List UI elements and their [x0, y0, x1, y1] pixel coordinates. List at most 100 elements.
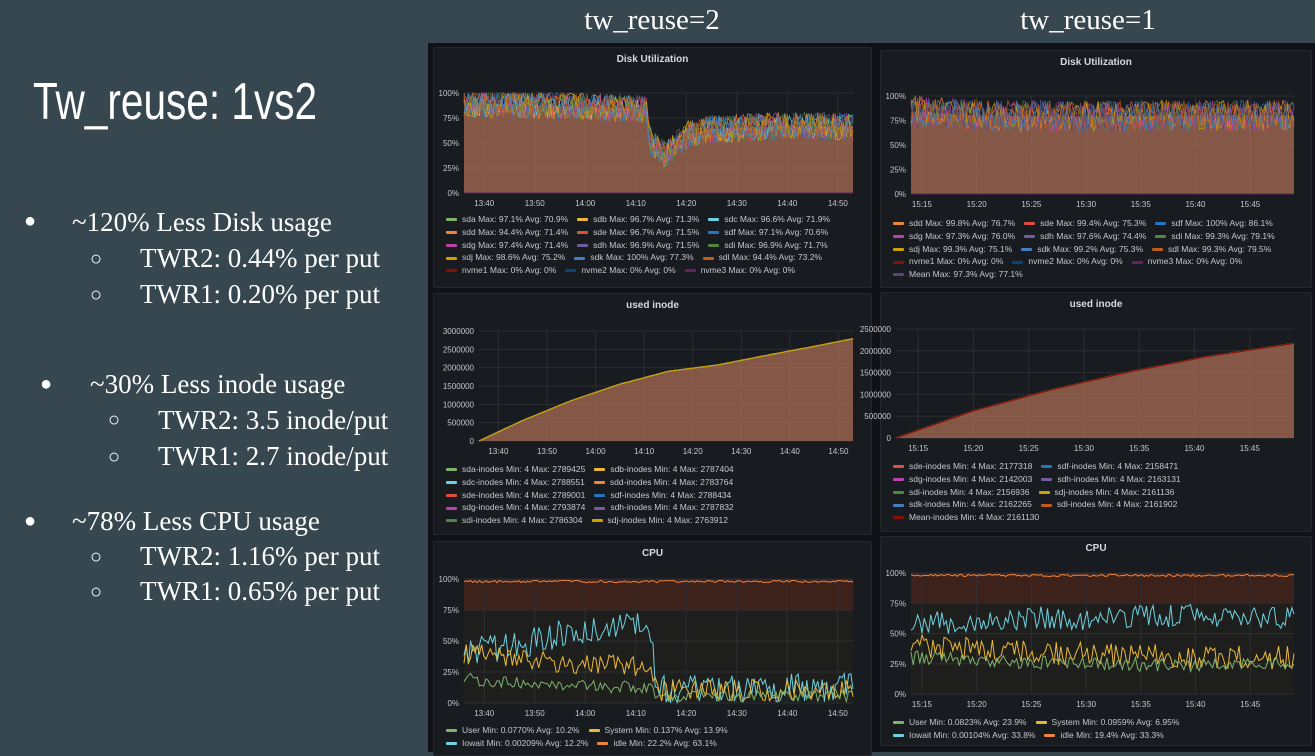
legend-swatch-icon	[574, 256, 586, 260]
legend-item[interactable]: sdl Max: 94.4% Avg: 73.2%	[702, 251, 822, 264]
y-tick-label: 100%	[886, 569, 906, 578]
legend-item[interactable]: sdi Max: 99.3% Avg: 79.1%	[1155, 230, 1275, 243]
legend-item[interactable]: sda-inodes Min: 4 Max: 2789425	[446, 463, 585, 476]
legend-label: sdc-inodes Min: 4 Max: 2788551	[462, 476, 585, 487]
legend-label: sdk-inodes Min: 4 Max: 2162265	[909, 499, 1032, 510]
legend-item[interactable]: idle Min: 22.2% Avg: 63.1%	[597, 737, 717, 750]
sub-bullet-icon: ○	[90, 546, 103, 568]
legend-item[interactable]: sdi-inodes Min: 4 Max: 2786304	[446, 514, 583, 527]
legend-label: nvme3 Max: 0% Avg: 0%	[700, 265, 796, 276]
legend-swatch-icon	[594, 493, 606, 497]
legend-swatch-icon	[446, 231, 457, 235]
legend-item[interactable]: sdf Max: 97.1% Avg: 70.6%	[708, 226, 828, 239]
legend-label: sdj-inodes Min: 4 Max: 2161136	[1054, 486, 1175, 497]
legend-label: sdh-inodes Min: 4 Max: 2787832	[610, 502, 734, 513]
legend-item[interactable]: sdf-inodes Min: 4 Max: 2788434	[594, 489, 731, 502]
legend-item[interactable]: sdj Max: 98.6% Avg: 75.2%	[446, 251, 565, 264]
legend-item[interactable]: sda Max: 97.1% Avg: 70.9%	[446, 213, 568, 226]
sub-bullet: TWR2: 3.5 inode/put	[158, 405, 389, 435]
legend-swatch-icon	[446, 493, 457, 497]
legend-item[interactable]: sdg Max: 97.4% Avg: 71.4%	[446, 239, 568, 252]
x-tick-label: 15:30	[1076, 700, 1097, 709]
legend-item[interactable]: sdj Max: 99.3% Avg: 75.1%	[893, 243, 1012, 256]
y-tick-label: 2500000	[443, 345, 475, 354]
legend-item[interactable]: nvme1 Max: 0% Avg: 0%	[446, 264, 556, 277]
legend-item[interactable]: nvme3 Max: 0% Avg: 0%	[1131, 255, 1242, 268]
legend-item[interactable]: nvme1 Max: 0% Avg: 0%	[893, 255, 1003, 268]
legend-item[interactable]: System Min: 0.0959% Avg: 6.95%	[1035, 716, 1179, 729]
legend-item[interactable]: sdh Max: 97.6% Avg: 74.4%	[1024, 230, 1146, 243]
legend-item[interactable]: sdk Max: 99.2% Avg: 75.3%	[1021, 243, 1143, 256]
legend-label: System Min: 0.137% Avg: 13.9%	[604, 725, 728, 735]
legend-item[interactable]: System Min: 0.137% Avg: 13.9%	[588, 724, 728, 737]
legend-item[interactable]: User Min: 0.0770% Avg: 10.2%	[446, 724, 580, 737]
legend-swatch-icon	[893, 516, 904, 520]
legend-item[interactable]: sdg Max: 97.3% Avg: 76.0%	[893, 230, 1015, 243]
legend-swatch-icon	[1155, 235, 1167, 239]
legend-swatch-icon	[1038, 490, 1050, 494]
legend-item[interactable]: sdh-inodes Min: 4 Max: 2787832	[594, 501, 734, 514]
x-tick-label: 15:40	[1184, 444, 1205, 453]
legend-item[interactable]: Iowait Min: 0.00104% Avg: 33.8%	[893, 729, 1035, 742]
y-tick-label: 25%	[890, 166, 906, 175]
legend-item[interactable]: sdc Max: 96.6% Avg: 71.9%	[708, 213, 830, 226]
legend-item[interactable]: sde Max: 99.4% Avg: 75.3%	[1024, 217, 1146, 230]
legend-label: sdi Max: 99.3% Avg: 79.1%	[1171, 230, 1275, 241]
legend-item[interactable]: sde-inodes Min: 4 Max: 2789001	[446, 489, 585, 502]
legend-item[interactable]: nvme2 Max: 0% Avg: 0%	[1012, 255, 1123, 268]
legend-item[interactable]: sdj-inodes Min: 4 Max: 2763912	[591, 514, 728, 527]
panel-title: used inode	[1069, 299, 1123, 310]
legend-label: nvme1 Max: 0% Avg: 0%	[462, 265, 557, 276]
x-tick-label: 14:30	[727, 199, 748, 208]
legend-item[interactable]: sdh Max: 96.9% Avg: 71.5%	[577, 239, 699, 252]
x-tick-label: 14:40	[777, 709, 798, 718]
legend-item[interactable]: sdd-inodes Min: 4 Max: 2783764	[593, 476, 733, 489]
legend-item[interactable]: sdk Max: 100% Avg: 77.3%	[574, 251, 694, 264]
legend-item[interactable]: User Min: 0.0823% Avg: 23.9%	[893, 716, 1027, 729]
series-line	[478, 338, 854, 442]
legend-item[interactable]: sdd Max: 94.4% Avg: 71.4%	[446, 226, 568, 239]
x-tick-label: 14:40	[780, 447, 801, 456]
series-line	[463, 91, 854, 168]
legend-label: idle Min: 22.2% Avg: 63.1%	[613, 737, 717, 748]
threshold-band	[911, 573, 1294, 604]
legend-swatch-icon	[565, 269, 577, 273]
legend-swatch-icon	[1131, 260, 1143, 264]
x-tick-label: 14:20	[676, 199, 697, 208]
x-tick-label: 15:15	[912, 700, 933, 709]
legend-item[interactable]: sdd Max: 99.8% Avg: 76.7%	[893, 217, 1015, 230]
legend-item[interactable]: sdc-inodes Min: 4 Max: 2788551	[446, 476, 585, 489]
legend-item[interactable]: sdf-inodes Min: 4 Max: 2158471	[1041, 460, 1178, 473]
legend-item[interactable]: sdi-inodes Min: 4 Max: 2156936	[893, 486, 1030, 499]
legend-item[interactable]: Iowait Min: 0.00209% Avg: 12.2%	[446, 737, 588, 750]
legend-item[interactable]: sdj-inodes Min: 4 Max: 2161136	[1038, 486, 1175, 499]
legend-label: sdl Max: 99.3% Avg: 79.5%	[1168, 243, 1272, 254]
legend-swatch-icon	[446, 218, 457, 222]
legend-item[interactable]: nvme3 Max: 0% Avg: 0%	[684, 264, 796, 277]
legend-item[interactable]: sdb Max: 96.7% Avg: 71.3%	[577, 213, 699, 226]
legend-item[interactable]: sdf Max: 100% Avg: 86.1%	[1155, 217, 1273, 230]
x-tick-label: 15:35	[1131, 200, 1152, 209]
legend-item[interactable]: sdl-inodes Min: 4 Max: 2161902	[1040, 498, 1177, 511]
legend-swatch-icon	[1040, 503, 1052, 507]
legend-item[interactable]: sdg-inodes Min: 4 Max: 2793874	[446, 501, 585, 514]
legend-item[interactable]: Mean-inodes Min: 4 Max: 2161130	[893, 511, 1039, 524]
legend-item[interactable]: sdi Max: 96.9% Avg: 71.7%	[708, 239, 828, 252]
legend-label: User Min: 0.0823% Avg: 23.9%	[909, 717, 1027, 727]
legend-item[interactable]: sde Max: 96.7% Avg: 71.5%	[577, 226, 699, 239]
legend-item[interactable]: sdk-inodes Min: 4 Max: 2162265	[893, 498, 1032, 511]
legend-item[interactable]: sdh-inodes Min: 4 Max: 2163131	[1041, 473, 1181, 486]
legend-item[interactable]: sde-inodes Min: 4 Max: 2177318	[893, 460, 1032, 473]
y-tick-label: 25%	[443, 668, 459, 677]
legend-item[interactable]: nvme2 Max: 0% Avg: 0%	[565, 264, 676, 277]
y-tick-label: 2000000	[860, 347, 892, 356]
legend-label: sdi Max: 96.9% Avg: 71.7%	[724, 239, 828, 250]
legend-item[interactable]: sdg-inodes Min: 4 Max: 2142003	[893, 473, 1032, 486]
legend-item[interactable]: Mean Max: 97.3% Avg: 77.1%	[893, 268, 1023, 281]
legend-item[interactable]: idle Min: 19.4% Avg: 33.3%	[1044, 729, 1164, 742]
legend-swatch-icon	[893, 490, 904, 494]
y-tick-label: 1500000	[443, 382, 475, 391]
legend-item[interactable]: sdb-inodes Min: 4 Max: 2787404	[594, 463, 734, 476]
legend-item[interactable]: sdl Max: 99.3% Avg: 79.5%	[1152, 243, 1271, 256]
x-tick-label: 15:40	[1185, 700, 1206, 709]
